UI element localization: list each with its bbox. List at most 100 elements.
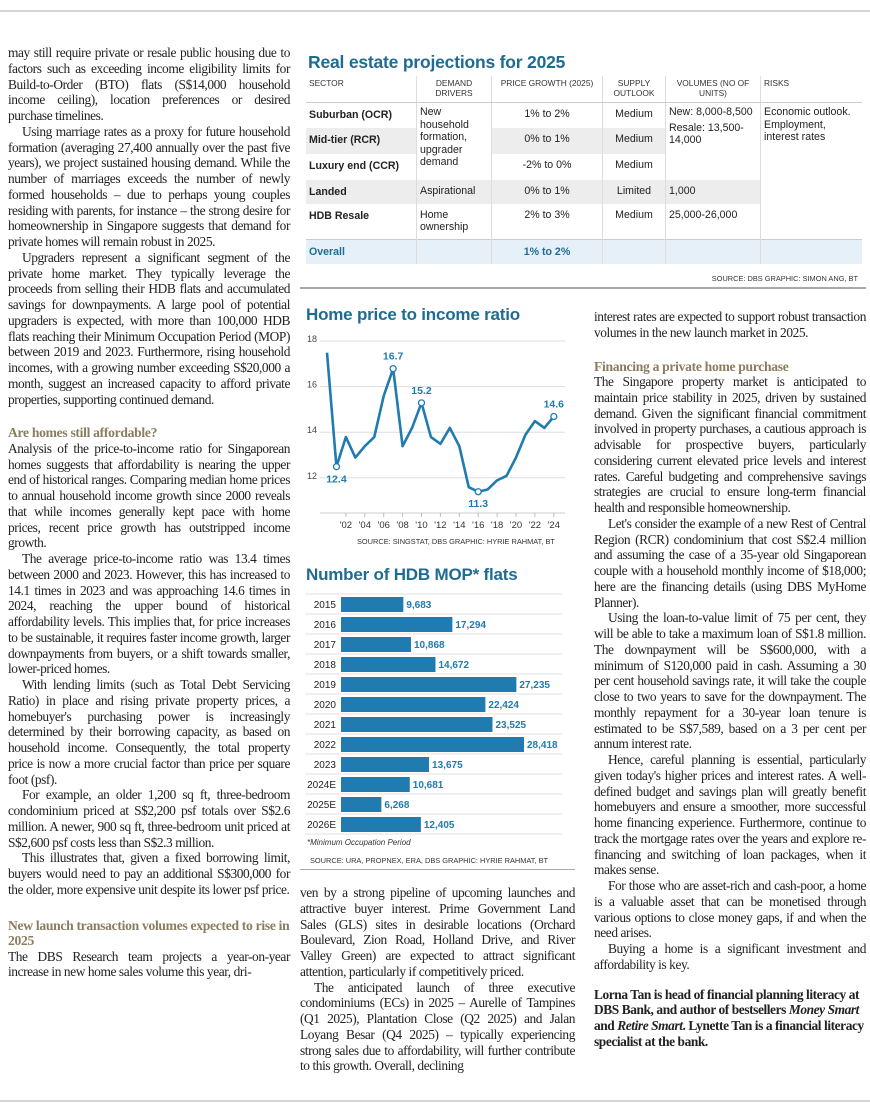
header-demand: DEMAND DRIVERS <box>416 76 492 103</box>
bio-text: and <box>594 1018 618 1033</box>
volumes-cell: 1,000 <box>665 179 761 204</box>
category-label: 2017 <box>314 640 337 651</box>
value-label: 27,235 <box>519 680 550 691</box>
bar-chart-footnote: *Minimum Occupation Period <box>307 838 411 847</box>
bar <box>341 797 382 812</box>
paragraph: For those who are asset-rich and cash-po… <box>594 878 866 941</box>
demand-cell: Home ownership <box>416 203 492 240</box>
sector-cell: HDB Resale <box>309 209 370 222</box>
overall-row: Overall 1% to 2% <box>306 239 862 264</box>
volumes-cell: 25,000-26,000 <box>665 203 761 240</box>
table-row: Mid-tier (RCR) 0% to 1% Medium <box>306 127 862 154</box>
value-label: 10,681 <box>413 780 444 791</box>
bar-chart-source: SOURCE: URA, PROPNEX, ERA, DBS GRAPHIC: … <box>310 856 549 865</box>
category-label: 2019 <box>314 680 337 691</box>
paragraph: ven by a strong pipeline of upcoming lau… <box>300 885 575 979</box>
bar-chart-title: Number of HDB MOP* flats <box>306 565 518 584</box>
value-label: 12,405 <box>424 820 455 831</box>
data-label: 16.7 <box>383 351 404 363</box>
paragraph: This illustrates that, given a fixed bor… <box>8 850 290 897</box>
paragraph: Upgraders represent a significant segmen… <box>8 249 290 407</box>
table-row: HDB Resale Home ownership 2% to 3% Mediu… <box>306 203 862 240</box>
header-price: PRICE GROWTH (2025) <box>491 76 603 103</box>
price-cell: 0% to 1% <box>491 179 603 204</box>
table-row: Suburban (OCR) New household formation, … <box>306 102 862 240</box>
y-tick-label: 18 <box>307 334 317 344</box>
category-label: 2021 <box>314 720 337 731</box>
risks-cell: Economic outlook. Employment, interest r… <box>760 102 862 240</box>
x-tick-label: '04 <box>359 520 371 530</box>
paragraph: The anticipated launch of three executiv… <box>300 979 575 1074</box>
x-tick-label: '06 <box>378 520 390 530</box>
paragraph: may still require private or resale publ… <box>8 45 290 123</box>
paragraph: Analysis of the price-to-income ratio fo… <box>8 440 290 551</box>
bar <box>341 697 486 712</box>
value-label: 23,525 <box>495 720 526 731</box>
paragraph: Buying a home is a significant investmen… <box>594 941 866 972</box>
book-title: Retire Smart <box>617 1018 683 1033</box>
x-tick-label: '08 <box>396 520 408 530</box>
paragraph: Using marriage rates as a proxy for futu… <box>8 123 290 249</box>
volumes-resale: Resale: 13,500-14,000 <box>669 121 744 147</box>
supply-cell: Medium <box>602 102 666 128</box>
sector-cell: Landed <box>309 185 347 198</box>
author-bio: Lorna Tan is head of financial planning … <box>594 987 866 1050</box>
x-tick-label: '12 <box>434 520 446 530</box>
bar <box>341 717 493 732</box>
bio-text: . Lynette Tan is a financial literacy sp… <box>594 1018 864 1049</box>
bar-chart: 2015 9,683 2016 17,294 2017 10,868 2018 14,672 2… <box>305 593 562 835</box>
data-point-marker <box>332 463 341 471</box>
category-label: 2025E <box>307 800 336 811</box>
empty-cell <box>665 239 761 264</box>
x-tick-label: '16 <box>472 520 484 530</box>
section-heading: Financing a private home purchase <box>594 358 789 374</box>
ratio-line <box>325 352 555 494</box>
table-rule <box>300 287 866 289</box>
sector-cell: Suburban (OCR) <box>309 109 392 121</box>
x-tick-label: '20 <box>510 520 522 530</box>
data-label: 11.3 <box>468 498 488 510</box>
volumes-new: New: 8,000-8,500 <box>669 106 753 118</box>
x-tick-label: '14 <box>453 520 465 530</box>
header-supply: SUPPLY OUTLOOK <box>602 76 666 103</box>
overall-label: Overall <box>306 239 417 264</box>
bar <box>341 757 430 772</box>
sector-cell: Mid-tier (RCR) <box>306 127 417 154</box>
data-point-marker <box>474 488 482 496</box>
y-tick-label: 16 <box>307 380 317 390</box>
data-label: 15.2 <box>411 385 432 397</box>
bar <box>341 637 411 652</box>
section-heading: New launch transaction volumes expected … <box>8 917 290 949</box>
paragraph: The DBS Research team projects a year-on… <box>8 948 290 980</box>
line-chart-source: SOURCE: SINGSTAT, DBS GRAPHIC: HYRIE RAH… <box>357 537 555 546</box>
x-tick-label: '10 <box>415 520 427 530</box>
bar <box>341 597 404 612</box>
volumes-cell: New: 8,000-8,500 Resale: 13,500-14,000 <box>665 102 761 180</box>
bar <box>341 657 436 672</box>
bottom-rule <box>0 1100 870 1102</box>
data-label: 14.6 <box>544 399 565 411</box>
price-cell: -2% to 0% <box>491 153 603 180</box>
paragraph: For example, an older 1,200 sq ft, three… <box>8 787 290 850</box>
bar <box>341 817 421 832</box>
supply-cell: Medium <box>602 203 666 240</box>
top-rule <box>0 10 870 12</box>
demand-cell: Aspirational <box>416 179 492 204</box>
header-risks: RISKS <box>760 76 862 103</box>
section-heading: Are homes still affordable? <box>8 425 158 441</box>
price-cell: 2% to 3% <box>491 203 603 240</box>
left-column: may still require private or resale publ… <box>8 45 290 980</box>
bar <box>341 777 410 792</box>
header-sector: SECTOR <box>306 76 417 103</box>
category-label: 2026E <box>307 820 336 831</box>
line-chart: 12 14 16 18 '02 '04 '06 '08 '10 '12 '14 '16 '18 '20 '2… <box>307 334 565 530</box>
sector-cell: Luxury end (CCR) <box>309 159 400 172</box>
supply-cell: Medium <box>602 127 666 154</box>
chart-rule <box>300 869 575 870</box>
header-volumes: VOLUMES (NO OF UNITS) <box>665 76 761 103</box>
bar <box>341 677 517 692</box>
paragraph: Let's consider the example of a new Rest… <box>594 515 866 610</box>
value-label: 10,868 <box>414 640 445 651</box>
paragraph: The Singapore property market is anticip… <box>594 374 866 515</box>
category-label: 2016 <box>314 620 337 631</box>
